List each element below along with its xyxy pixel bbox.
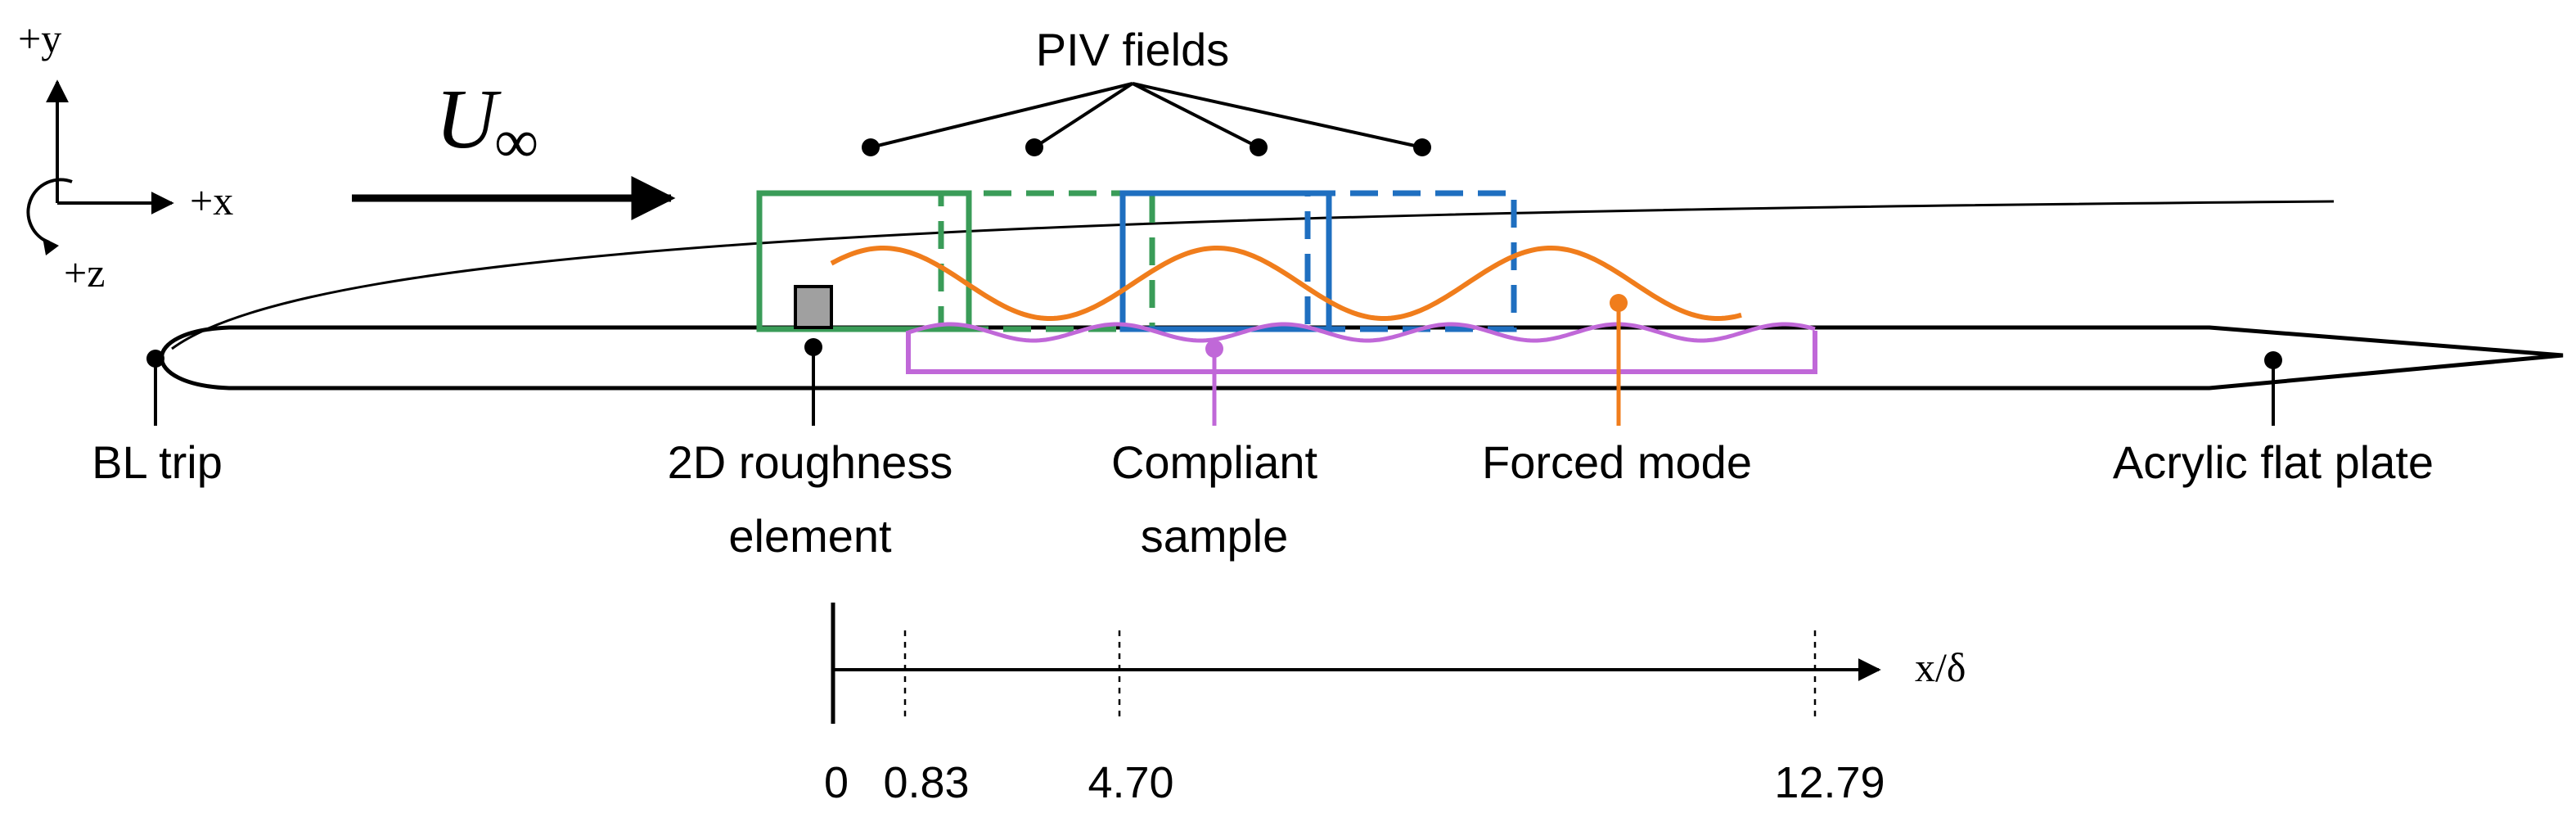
piv-fields-label: PIV fields [1036,24,1230,75]
piv-callout-line-1 [870,82,1133,149]
coordinate-triad: +y +x +z [18,16,233,296]
scale-tick-label-0.83: 0.83 [883,758,969,807]
acrylic-plate-callout [2264,351,2282,426]
z-rotation-arc [26,178,73,244]
plate-callout-dot [2264,351,2282,369]
piv-callout-line-4 [1132,82,1423,149]
piv-callout-dot-1 [862,138,880,156]
acrylic-plate-label: Acrylic flat plate [2113,436,2434,488]
z-axis-label: +z [64,250,105,296]
roughness-element [794,285,833,426]
roughness-callout-dot [804,338,822,356]
piv-callout-dot-2 [1025,138,1043,156]
scale-tick-label-0: 0 [824,758,849,807]
compliant-sample [906,322,1817,426]
bl-trip [146,350,164,426]
roughness-block [794,285,833,329]
scale-axis-label: x/δ [1915,644,1966,690]
piv-callout-dot-3 [1250,138,1268,156]
component-labels: BL trip 2D roughness element Compliant s… [92,436,2434,562]
piv-field-3 [1119,190,1332,332]
bl-trip-callout-dot [146,350,164,368]
piv-callout-line-2 [1033,82,1134,149]
piv-field-1 [756,190,972,332]
freestream-symbol: U [435,72,502,166]
compliant-sample-tray [906,331,1817,374]
piv-field-4 [1304,190,1517,332]
bl-trip-label: BL trip [92,436,223,488]
piv-field-2 [938,190,1155,332]
y-axis-label: +y [18,16,61,61]
piv-fields: PIV fields [756,24,1517,332]
z-rotation-arrowhead [43,237,59,255]
compliant-label-line2: sample [1141,510,1289,562]
forced-mode-wave [830,246,1742,321]
forced-mode-callout-dot [1610,294,1628,312]
scale-tick-label-4.70: 4.70 [1088,758,1173,807]
piv-callout-line-3 [1132,82,1259,149]
compliant-callout-dot [1205,340,1223,358]
forced-mode [830,246,1742,426]
boundary-layer-edge [171,200,2335,350]
acrylic-flat-plate [160,325,2564,391]
freestream-velocity: U ∞ [352,72,676,220]
roughness-label-line1: 2D roughness [668,436,953,488]
compliant-label-line1: Compliant [1111,436,1318,488]
piv-callout-dot-4 [1413,138,1431,156]
forced-mode-label: Forced mode [1482,436,1752,488]
x-delta-scale: x/δ 0 0.83 4.70 12.79 [824,603,1966,807]
roughness-label-line2: element [728,510,892,562]
freestream-subscript: ∞ [494,107,538,176]
compliant-surface-wave [907,322,1816,343]
scale-tick-label-12.79: 12.79 [1774,758,1885,807]
x-axis-label: +x [190,178,233,224]
